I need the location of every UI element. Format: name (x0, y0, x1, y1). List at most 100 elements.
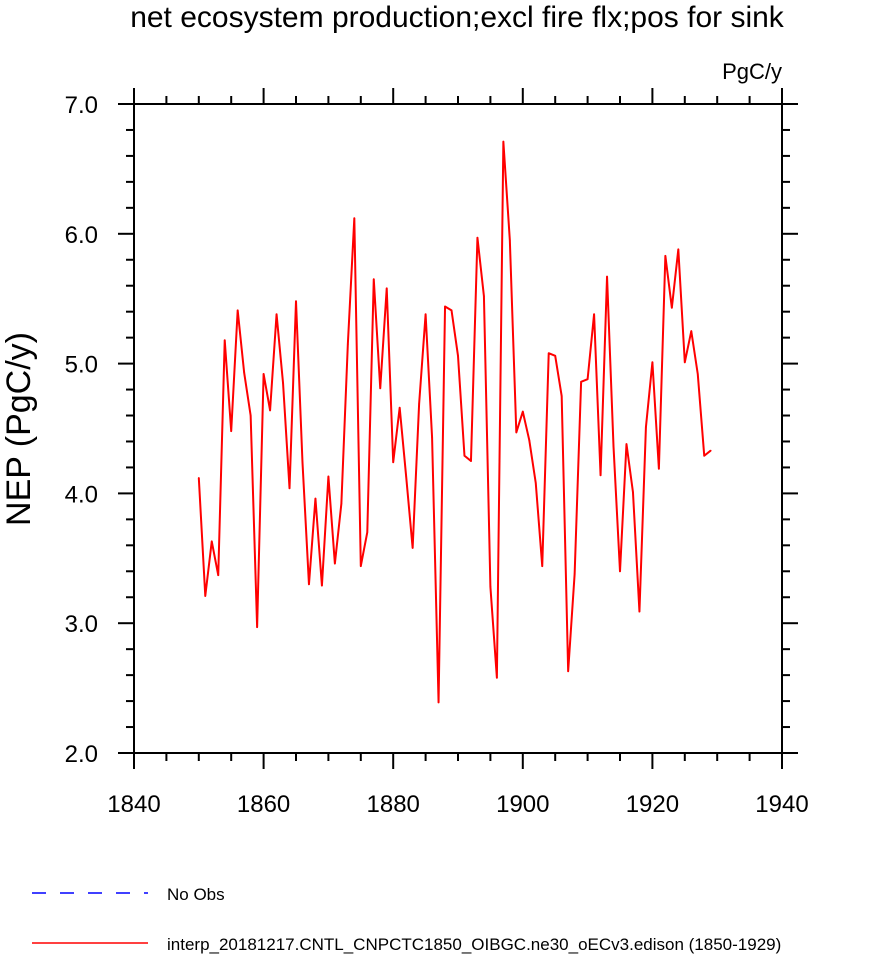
data-point (347, 343, 349, 345)
data-point (534, 482, 537, 484)
x-tick-label: 1940 (755, 791, 808, 818)
data-point (612, 445, 615, 448)
data-point (385, 287, 388, 290)
data-point (560, 395, 563, 397)
data-point (606, 275, 608, 278)
x-tick-label: 1920 (626, 791, 679, 818)
data-point (638, 610, 641, 613)
data-point (632, 491, 634, 493)
data-point (599, 474, 602, 477)
data-point (573, 573, 576, 575)
data-point (709, 449, 712, 452)
legend-label-model: interp_20181217.CNTL_CNPCTC1850_OIBGC.ne… (167, 935, 781, 954)
data-point (223, 339, 226, 342)
y-tick-label: 7.0 (65, 92, 98, 119)
legend-label-no-obs: No Obs (167, 885, 225, 904)
data-point (249, 414, 252, 417)
data-point (684, 361, 686, 364)
data-point (509, 239, 511, 242)
data-point (547, 352, 550, 355)
data-point (301, 461, 304, 464)
data-point (366, 531, 369, 534)
data-point (522, 410, 524, 413)
data-point (470, 460, 472, 462)
data-point (483, 295, 485, 297)
y-tick-label: 4.0 (65, 481, 98, 508)
data-point (230, 430, 232, 432)
data-point (463, 454, 466, 457)
series-line-1 (197, 140, 712, 704)
data-point (269, 409, 271, 412)
data-point (282, 382, 284, 384)
units-label: PgC/y (722, 59, 782, 84)
y-tick-label: 5.0 (65, 352, 98, 379)
data-point (334, 562, 336, 565)
data-point (411, 547, 414, 549)
y-tick-label: 6.0 (65, 222, 98, 249)
data-point (398, 406, 401, 409)
x-tick-label: 1860 (237, 791, 290, 818)
chart-title: net ecosystem production;excl fire flx;p… (130, 1, 785, 34)
data-point (418, 403, 420, 405)
plot-frame (133, 103, 783, 754)
y-axis-label: NEP (PgC/y) (0, 332, 38, 526)
data-point (645, 426, 647, 429)
data-point (450, 309, 453, 312)
axis-ticks (118, 88, 798, 769)
data-point (340, 502, 343, 505)
data-point (476, 236, 479, 239)
y-tick-label: 2.0 (65, 741, 98, 768)
data-point (236, 309, 239, 312)
data-point (275, 313, 278, 316)
data-point (372, 278, 375, 281)
data-point (651, 361, 654, 364)
data-point (295, 300, 297, 303)
data-point (353, 217, 356, 220)
data-point (502, 140, 505, 143)
data-point (586, 378, 589, 380)
data-point (696, 373, 699, 375)
data-point (677, 248, 680, 251)
data-point (288, 487, 291, 490)
y-tick-label: 3.0 (65, 611, 98, 638)
data-point (515, 431, 518, 434)
data-point (256, 626, 258, 628)
data-point (321, 584, 323, 587)
data-point (444, 305, 446, 308)
data-point (658, 467, 660, 470)
data-point (308, 583, 310, 586)
x-tick-label: 1900 (496, 791, 549, 818)
data-point (528, 439, 531, 441)
data-point (496, 676, 498, 679)
x-tick-label: 1880 (367, 791, 420, 818)
legend: No Obs interp_20181217.CNTL_CNPCTC1850_O… (32, 885, 781, 954)
data-point (554, 355, 556, 357)
data-point (625, 443, 628, 445)
data-point (210, 540, 213, 543)
data-point (424, 313, 427, 316)
data-point (262, 373, 265, 375)
data-point (431, 436, 433, 439)
data-point (593, 313, 595, 316)
data-point (489, 586, 492, 588)
data-point (457, 355, 459, 357)
axis-tick-labels: 1840 1860 1880 1900 1920 1940 2.0 3.0 4.0 5.0 6.0 7… (65, 92, 809, 818)
data-point (437, 701, 440, 704)
data-point (671, 306, 673, 309)
data-point (243, 371, 245, 374)
data-point (204, 595, 207, 597)
data-point (217, 574, 220, 576)
data-point (314, 497, 317, 500)
data-point (703, 454, 706, 457)
data-point (360, 565, 362, 567)
data-point (198, 477, 200, 479)
x-tick-label: 1840 (107, 791, 160, 818)
data-point (580, 380, 582, 383)
data-point (392, 461, 395, 464)
data-point (541, 565, 544, 567)
data-point (664, 255, 667, 257)
data-point (690, 330, 693, 332)
data-point (379, 387, 382, 390)
data-series (197, 140, 712, 704)
